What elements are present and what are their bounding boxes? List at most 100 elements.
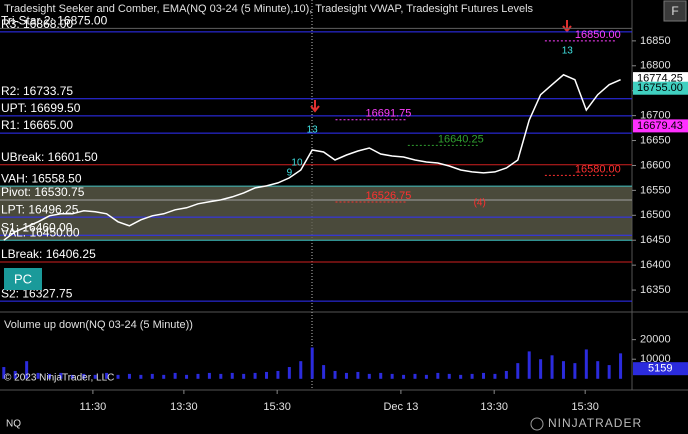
volume-bar — [504, 370, 508, 379]
volume-bar — [516, 363, 520, 379]
level-label: LBreak: 16406.25 — [1, 247, 96, 261]
y-tick-label: 16350 — [640, 284, 671, 296]
volume-bar — [619, 353, 623, 379]
volume-tag-label: 5159 — [648, 363, 672, 375]
volume-bar — [550, 355, 554, 379]
level-label: LPT: 16496.25 — [1, 202, 79, 216]
x-tick-label: 13:30 — [480, 401, 508, 413]
level-label: VAL: 16450.00 — [1, 225, 80, 239]
volume-bar — [459, 374, 463, 379]
volume-bar — [70, 374, 74, 379]
price-tag-label: 16755.00 — [637, 82, 683, 94]
volume-bar — [424, 374, 428, 379]
brand-icon — [530, 417, 544, 431]
volume-bar — [596, 361, 600, 379]
level-label: VAH: 16558.50 — [1, 171, 82, 185]
annotation-label: 16580.00 — [575, 163, 621, 175]
volume-bar — [185, 374, 189, 379]
price-tag-label: 16679.43 — [637, 120, 683, 132]
volume-bar — [207, 372, 211, 379]
count-label: 13 — [562, 45, 574, 56]
price-tag-label: 16774.25 — [637, 73, 683, 85]
volume-bar — [219, 373, 223, 379]
volume-bar — [105, 372, 109, 379]
volume-bar — [482, 372, 486, 379]
level-label: R3: 16868.00 — [1, 17, 73, 31]
volume-bar — [162, 374, 166, 379]
y-tick-label: 16400 — [640, 259, 671, 271]
volume-bar — [93, 374, 97, 379]
volume-bar — [310, 347, 314, 379]
annotation-label: 16691.75 — [365, 108, 411, 120]
volume-bar — [116, 374, 120, 379]
volume-bar — [470, 373, 474, 379]
y-tick-label: 16700 — [640, 110, 671, 122]
volume-bar — [13, 370, 17, 379]
y-tick-label: 16550 — [640, 184, 671, 196]
volume-title: Volume up down(NQ 03-24 (5 Minute)) — [4, 319, 193, 331]
volume-bar — [561, 361, 565, 379]
annotation-label: 16850.00 — [575, 29, 621, 41]
volume-bar — [333, 370, 337, 379]
volume-bar — [527, 351, 531, 379]
x-tick-label: Dec 13 — [383, 401, 418, 413]
volume-bar — [573, 363, 577, 379]
volume-bar — [82, 373, 86, 379]
volume-bar — [265, 371, 269, 379]
volume-bar — [25, 361, 29, 379]
button-f-label[interactable]: F — [671, 4, 678, 18]
volume-bar — [173, 372, 177, 379]
level-label: R2: 16733.75 — [1, 84, 73, 98]
volume-bar — [436, 372, 440, 379]
x-tick-label: 15:30 — [263, 401, 291, 413]
arrow-marker — [310, 100, 320, 113]
volume-bar — [299, 361, 303, 379]
price-tag — [633, 81, 688, 95]
count-label: (4) — [474, 197, 486, 208]
count-label: 13 — [307, 125, 319, 136]
volume-bar — [2, 367, 6, 379]
volume-bar — [493, 373, 497, 379]
level-label: Pivot: 16530.75 — [1, 185, 85, 199]
volume-bar — [402, 374, 406, 379]
annotation-label: 16526.75 — [365, 190, 411, 202]
volume-bar — [230, 372, 234, 379]
volume-bar — [607, 365, 611, 379]
volume-bar — [322, 365, 326, 379]
level-label: R1: 16665.00 — [1, 118, 73, 132]
button-pc-label[interactable]: PC — [14, 271, 32, 286]
volume-bar — [379, 372, 383, 379]
volume-bar — [36, 372, 40, 379]
volume-bar — [413, 373, 417, 379]
y-tick-label: 16650 — [640, 134, 671, 146]
volume-bar — [139, 374, 143, 379]
y-tick-label: 16850 — [640, 35, 671, 47]
count-label: 9 — [287, 168, 293, 179]
brand: NINJATRADER — [548, 416, 642, 430]
y-tick-label: 16600 — [640, 159, 671, 171]
level-label: Tri-Star 2: 16875.00 — [1, 14, 108, 28]
y-tick-label: 16800 — [640, 60, 671, 72]
volume-bar — [356, 371, 360, 379]
volume-y-tick-label: 20000 — [640, 334, 671, 346]
button-f[interactable] — [663, 0, 687, 22]
volume-bar — [367, 373, 371, 379]
y-tick-label: 16500 — [640, 209, 671, 221]
volume-bar — [47, 373, 51, 379]
x-tick-label: 15:30 — [571, 401, 599, 413]
count-label: 10 — [291, 158, 303, 169]
volume-bar — [150, 373, 154, 379]
volume-bar — [584, 349, 588, 379]
x-tick-label: 11:30 — [80, 401, 107, 413]
volume-bar — [447, 373, 451, 379]
annotation-label: 16640.25 — [438, 133, 484, 145]
chart-title: Tradesight Seeker and Comber, EMA(NQ 03-… — [4, 3, 534, 15]
volume-bar — [242, 373, 246, 379]
volume-bar — [59, 372, 63, 379]
volume-bar — [287, 367, 291, 379]
button-pc[interactable] — [4, 268, 42, 290]
level-label: UBreak: 16601.50 — [1, 150, 98, 164]
symbol: NQ — [6, 419, 21, 430]
price-line — [3, 73, 621, 241]
